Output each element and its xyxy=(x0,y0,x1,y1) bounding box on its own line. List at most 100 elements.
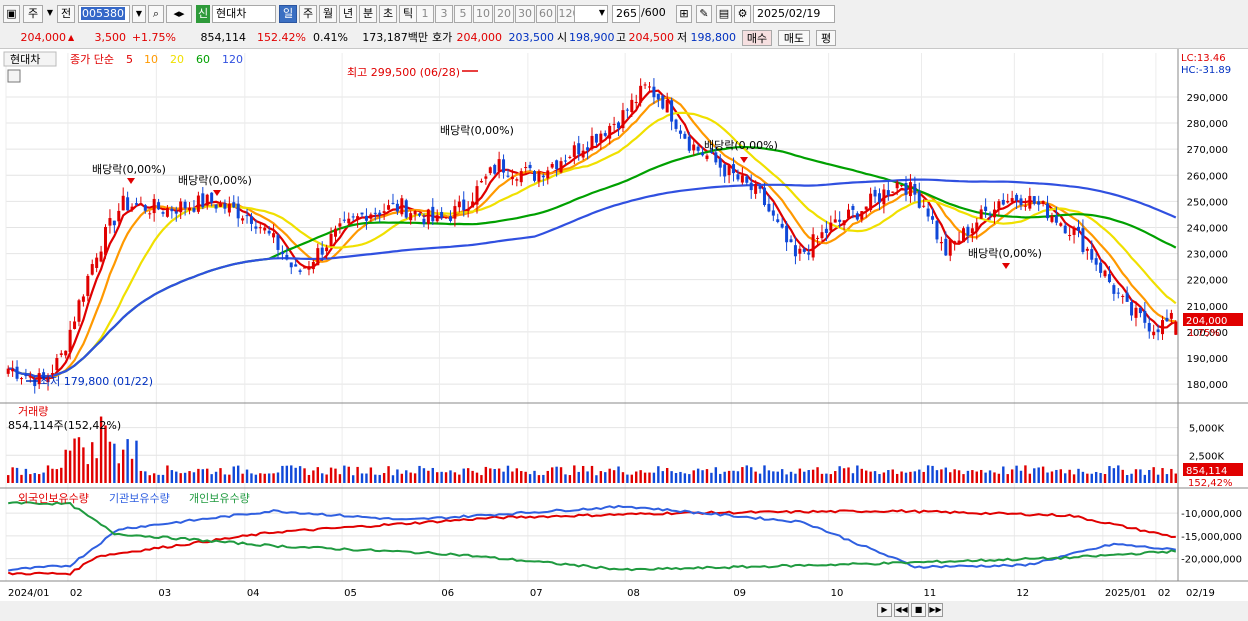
volume-bar xyxy=(91,442,94,483)
count-input[interactable]: 265 xyxy=(612,5,640,23)
volume-bar xyxy=(152,473,156,483)
candle-body xyxy=(1006,200,1010,203)
period-button-3[interactable]: 년 xyxy=(339,5,357,23)
interval-button-20[interactable]: 20 xyxy=(494,5,514,23)
period-button-5[interactable]: 초 xyxy=(379,5,397,23)
candle-body xyxy=(754,184,758,194)
candle-body xyxy=(400,198,404,215)
period-button-0[interactable]: 일 xyxy=(279,5,297,23)
x-tick-label: 2025/01 xyxy=(1105,588,1147,599)
x-tick-label: 11 xyxy=(923,588,936,599)
candle-body xyxy=(533,171,537,181)
volume-bar xyxy=(117,463,120,483)
candle-body xyxy=(705,155,709,159)
volume-bar xyxy=(502,471,505,483)
interval-button-3[interactable]: 3 xyxy=(435,5,453,23)
volume-bar xyxy=(298,466,302,483)
candle-body xyxy=(555,160,559,170)
code-input[interactable]: 005380 xyxy=(78,5,130,23)
candle-body xyxy=(289,262,293,268)
x-last-label: 02/19 xyxy=(1186,588,1215,599)
volume-bar xyxy=(993,472,996,483)
candle-body xyxy=(975,222,979,232)
period-button-2[interactable]: 월 xyxy=(319,5,337,23)
interval-button-60[interactable]: 60 xyxy=(536,5,556,23)
indicator-icon[interactable]: ⊞ xyxy=(676,5,692,23)
candle-body xyxy=(161,212,165,214)
interval-button-30[interactable]: 30 xyxy=(515,5,535,23)
candle-body xyxy=(1138,307,1142,314)
draw-icon[interactable]: ✎ xyxy=(696,5,712,23)
sell-button[interactable]: 매도 xyxy=(778,30,810,46)
candle-body xyxy=(1125,292,1129,302)
interval-button-10[interactable]: 10 xyxy=(473,5,493,23)
candle-body xyxy=(373,212,377,214)
date-input[interactable]: 2025/02/19 xyxy=(753,5,835,23)
candle-body xyxy=(382,211,386,214)
volume-bar xyxy=(568,475,572,483)
blank-select-arrow-icon[interactable]: ▼ xyxy=(598,8,606,17)
interval-button-5[interactable]: 5 xyxy=(454,5,472,23)
volume-bar xyxy=(612,470,616,483)
volume-bar xyxy=(144,471,147,483)
volume-bar xyxy=(763,465,766,483)
candle-body xyxy=(1019,198,1023,206)
volume-bar xyxy=(489,468,492,483)
stock-chart[interactable]: 180,000 190,000 200,000 210,000 220,000 230,0… xyxy=(0,49,1248,601)
volume-bar xyxy=(1174,473,1177,483)
period-button-4[interactable]: 분 xyxy=(359,5,377,23)
eval-button[interactable]: 평 xyxy=(816,30,836,46)
blank-select[interactable] xyxy=(574,5,608,23)
volume-bar xyxy=(1094,471,1098,483)
volume-tick-label: 5,000K xyxy=(1189,424,1225,435)
volume-bar xyxy=(365,473,368,483)
candle-body xyxy=(630,99,634,113)
rewind-icon[interactable]: ◀◀ xyxy=(894,603,909,617)
x-tick-label: 2024/01 xyxy=(8,588,50,599)
buy-button[interactable]: 매수 xyxy=(742,30,772,46)
candle-body xyxy=(922,205,926,207)
candle-body xyxy=(457,201,461,208)
price-tick-label: 280,000 xyxy=(1187,119,1228,130)
volume-bar xyxy=(360,473,364,483)
market-select[interactable]: 주 xyxy=(23,5,43,23)
volume-bar xyxy=(750,467,753,483)
scroll-right-icon[interactable]: ▶ xyxy=(877,603,892,617)
search-icon[interactable]: ⌕ xyxy=(148,5,164,23)
volume-bar xyxy=(1072,474,1076,483)
x-tick-label: 03 xyxy=(158,588,171,599)
period-button-1[interactable]: 주 xyxy=(299,5,317,23)
forward-icon[interactable]: ▶▶ xyxy=(928,603,943,617)
ma120-line xyxy=(8,178,1177,378)
candle-body xyxy=(793,245,797,257)
volume-bar xyxy=(1015,465,1018,483)
period-button-6[interactable]: 틱 xyxy=(399,5,417,23)
stop-icon[interactable]: ■ xyxy=(911,603,926,617)
volume-bar xyxy=(130,458,134,483)
candle-body xyxy=(824,228,828,234)
volume-bar xyxy=(276,472,280,483)
volume-bar xyxy=(475,472,479,483)
candle-body xyxy=(285,254,289,260)
candle-body xyxy=(997,201,1001,209)
volume-bar xyxy=(772,471,775,483)
candle-body xyxy=(957,240,961,244)
candle-body xyxy=(1001,199,1005,205)
volume-bar xyxy=(1152,467,1155,483)
previous-button[interactable]: 전 xyxy=(57,5,75,23)
save-icon[interactable]: ▤ xyxy=(716,5,732,23)
window-icon[interactable]: ▣ xyxy=(3,5,20,23)
candle-body xyxy=(1041,200,1045,204)
volume-bar xyxy=(732,470,735,483)
candle-body xyxy=(860,211,864,220)
dropdown-arrow-icon[interactable]: ▼ xyxy=(46,8,54,17)
code-dropdown-icon[interactable]: ▼ xyxy=(132,5,146,23)
candle-body xyxy=(559,161,563,173)
sound-icon[interactable]: ◂▸ xyxy=(166,5,192,23)
candle-body xyxy=(1152,331,1156,336)
interval-button-1[interactable]: 1 xyxy=(416,5,434,23)
candle-body xyxy=(745,176,749,183)
gear-icon[interactable]: ⚙ xyxy=(734,5,751,23)
volume-bar xyxy=(652,472,656,483)
candle-body xyxy=(462,199,466,211)
